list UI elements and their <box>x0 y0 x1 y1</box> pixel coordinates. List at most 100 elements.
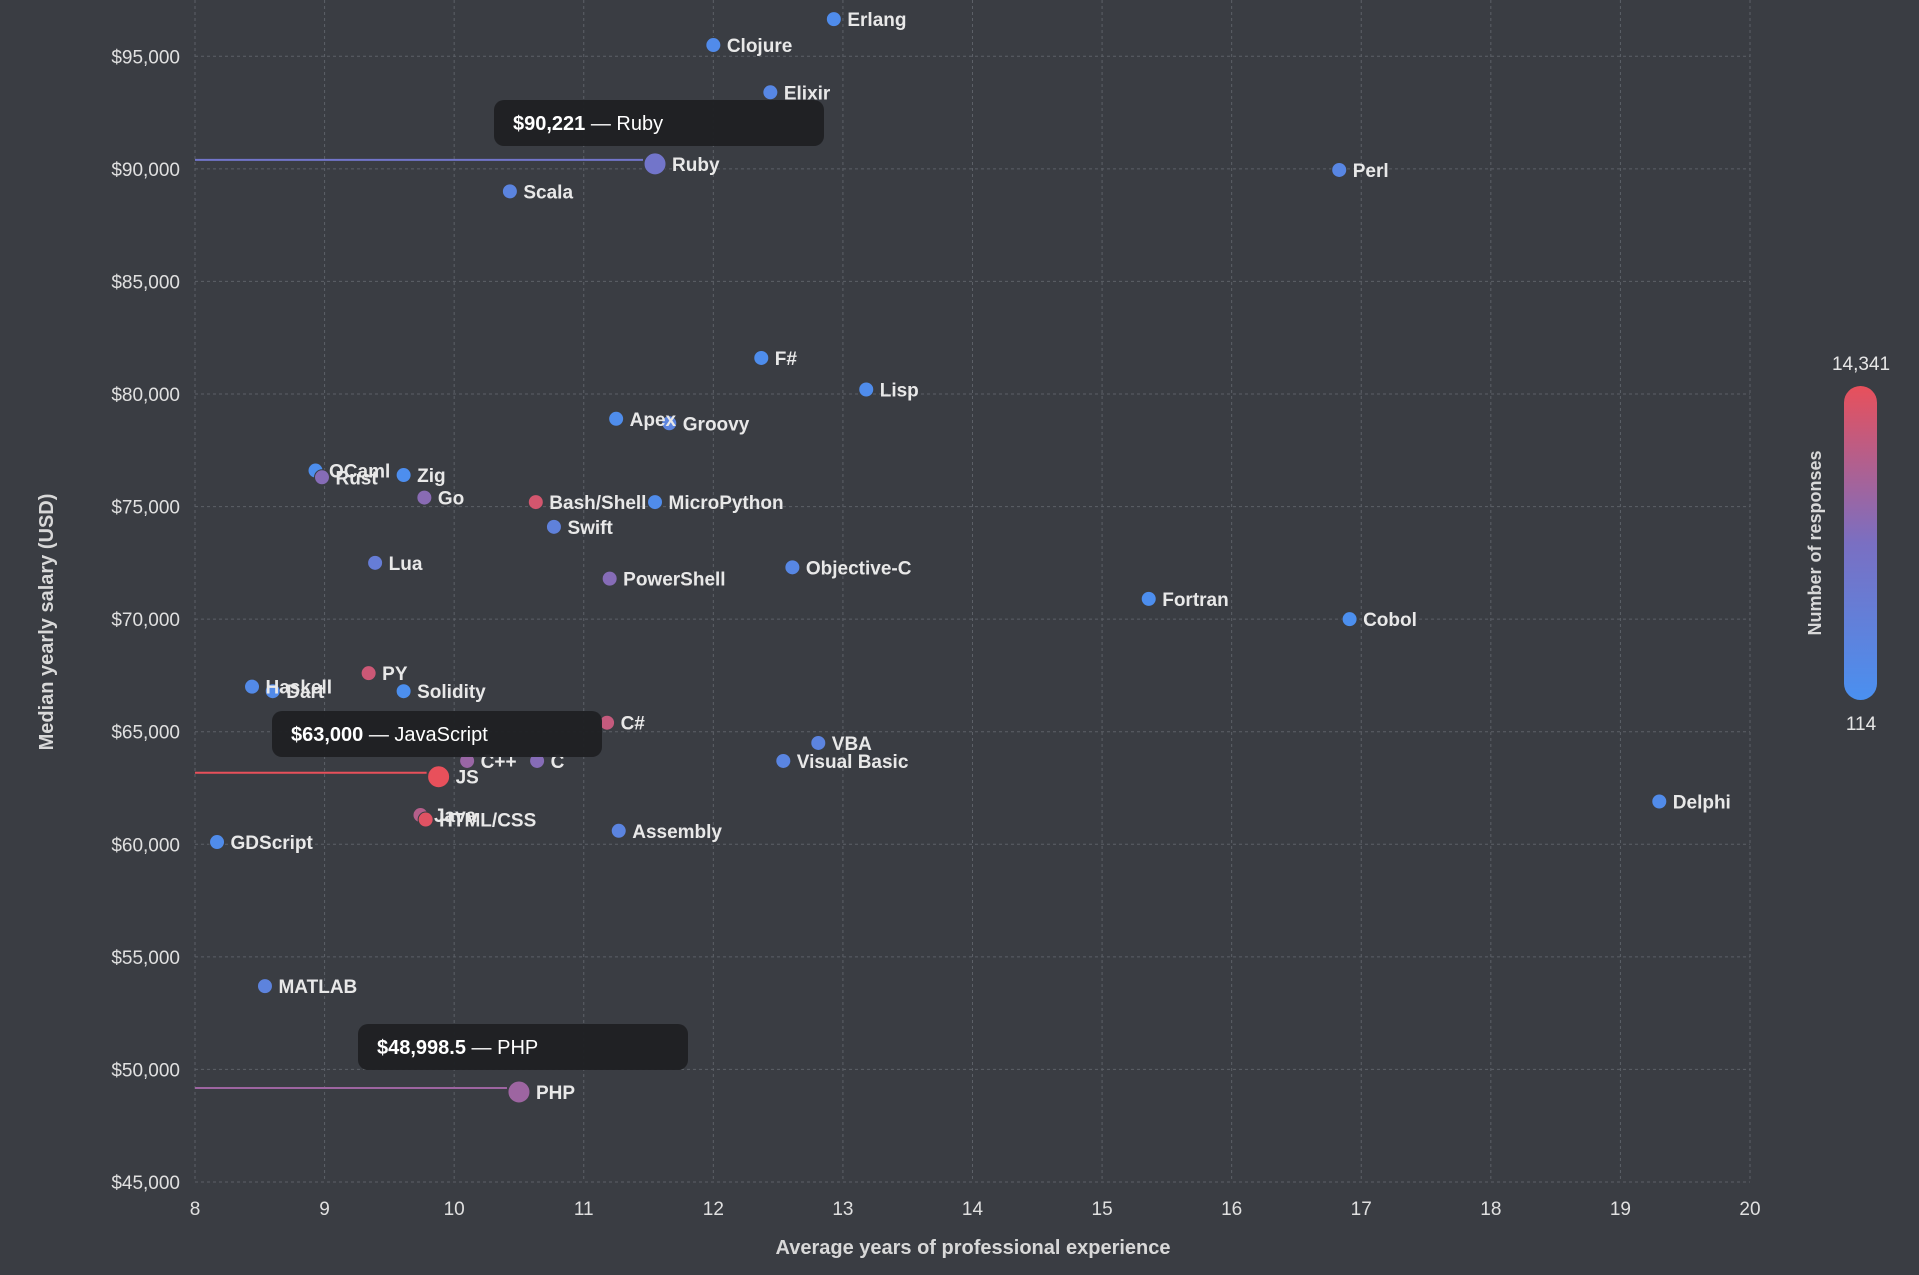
tooltips: $90,221 — Ruby $63,000 — JavaScript $48,99… <box>272 100 824 1070</box>
point-html-css[interactable] <box>417 811 434 828</box>
point-powershell[interactable] <box>601 570 618 587</box>
point-label-cobol: Cobol <box>1363 610 1417 631</box>
y-tick-label: $95,000 <box>111 47 180 68</box>
point-label-rust: Rust <box>335 468 378 489</box>
y-tick-label: $50,000 <box>111 1060 180 1081</box>
tooltip-box <box>358 1024 688 1070</box>
point-label-dart: Dart <box>286 682 325 703</box>
tooltip-value: $63,000 <box>291 724 363 746</box>
point-label-perl: Perl <box>1353 161 1389 182</box>
point-dart[interactable] <box>264 683 281 700</box>
point-label-groovy: Groovy <box>683 414 750 435</box>
point-label-java: Java <box>434 806 477 827</box>
point-label-lisp: Lisp <box>880 380 919 401</box>
point-label-scala: Scala <box>523 182 573 203</box>
point-scala[interactable] <box>501 183 518 200</box>
y-tick-label: $80,000 <box>111 385 180 406</box>
point-label-solidity: Solidity <box>417 682 486 703</box>
point-rust[interactable] <box>313 469 330 486</box>
point-label-delphi: Delphi <box>1673 793 1731 814</box>
x-tick-label: 19 <box>1610 1199 1631 1220</box>
tooltip-text: $48,998.5 — PHP <box>377 1037 538 1059</box>
point-ruby[interactable] <box>643 152 667 176</box>
grid <box>194 0 1751 1183</box>
tooltip-javascript: $63,000 — JavaScript <box>272 711 602 757</box>
tooltip-text: $63,000 — JavaScript <box>291 724 488 746</box>
point-go[interactable] <box>416 489 433 506</box>
tooltip-box <box>494 100 824 146</box>
x-tick-label: 12 <box>703 1199 724 1220</box>
point-label-fortran: Fortran <box>1162 590 1229 611</box>
tooltip-text: $90,221 — Ruby <box>513 113 663 135</box>
point-vba[interactable] <box>810 734 827 751</box>
point-cobol[interactable] <box>1341 611 1358 628</box>
color-scale-title: Number of responses <box>1805 450 1825 635</box>
point-lua[interactable] <box>367 554 384 571</box>
point-matlab[interactable] <box>256 978 273 995</box>
x-tick-label: 9 <box>319 1199 330 1220</box>
point-js[interactable] <box>427 765 451 789</box>
y-tick-label: $75,000 <box>111 498 180 519</box>
y-tick-label: $90,000 <box>111 160 180 181</box>
axes: 8 9 10 11 12 13 14 15 16 17 18 19 20 $45,000 $50,000 $5… <box>111 47 1760 1220</box>
point-erlang[interactable] <box>825 11 842 28</box>
point-solidity[interactable] <box>395 683 412 700</box>
y-tick-label: $45,000 <box>111 1173 180 1194</box>
point-groovy[interactable] <box>661 415 678 432</box>
point-delphi[interactable] <box>1651 793 1668 810</box>
x-tick-label: 14 <box>962 1199 984 1220</box>
point-visual-basic[interactable] <box>775 752 792 769</box>
point-elixir[interactable] <box>762 84 779 101</box>
point-py[interactable] <box>360 665 377 682</box>
x-tick-label: 11 <box>574 1199 594 1220</box>
point-swift[interactable] <box>545 518 562 535</box>
point-lisp[interactable] <box>858 381 875 398</box>
point-label-assembly: Assembly <box>632 822 722 843</box>
data-points[interactable] <box>209 11 1668 1104</box>
point-label-ocaml: OCaml <box>329 462 390 483</box>
point-label-haskell: Haskell <box>266 678 333 699</box>
point-perl[interactable] <box>1331 161 1348 178</box>
color-scale-min: 114 <box>1846 714 1877 735</box>
point-bash-shell[interactable] <box>527 494 544 511</box>
point-label-matlab: MATLAB <box>278 977 357 998</box>
x-tick-label: 17 <box>1351 1199 1372 1220</box>
tooltip-series: — Ruby <box>585 113 663 135</box>
point-label-visual-basic: Visual Basic <box>797 752 909 773</box>
point-haskell[interactable] <box>244 678 261 695</box>
point-label-gdscript: GDScript <box>231 833 314 854</box>
point-label-zig: Zig <box>417 466 446 487</box>
tooltip-value: $48,998.5 <box>377 1037 466 1059</box>
color-scale-bar <box>1844 386 1877 700</box>
point-objective-c[interactable] <box>784 559 801 576</box>
point-label-clojure: Clojure <box>727 36 792 57</box>
point-label-html-css: HTML/CSS <box>439 811 536 832</box>
y-tick-label: $65,000 <box>111 723 180 744</box>
point-assembly[interactable] <box>610 822 627 839</box>
point-micropython[interactable] <box>647 494 664 511</box>
point-zig[interactable] <box>395 467 412 484</box>
point-label-py: PY <box>382 664 408 685</box>
point-fortran[interactable] <box>1140 590 1157 607</box>
point-label-c: C++ <box>481 752 517 773</box>
x-tick-label: 10 <box>444 1199 465 1220</box>
point-label-powershell: PowerShell <box>623 570 725 591</box>
point-apex[interactable] <box>608 410 625 427</box>
point-label-apex: Apex <box>630 410 677 431</box>
point-clojure[interactable] <box>705 37 722 54</box>
point-gdscript[interactable] <box>209 834 226 851</box>
x-tick-label: 8 <box>190 1199 201 1220</box>
y-tick-label: $70,000 <box>111 610 180 631</box>
color-scale-max: 14,341 <box>1832 354 1890 375</box>
point-labels: Erlang Clojure Elixir Ruby Perl Scala F# Lisp Ap… <box>231 10 1731 1104</box>
point-label-c: C# <box>621 714 646 735</box>
y-axis-title: Median yearly salary (USD) <box>36 494 58 751</box>
point-f[interactable] <box>753 349 770 366</box>
point-php[interactable] <box>507 1080 531 1104</box>
point-label-elixir: Elixir <box>784 83 831 104</box>
point-label-js: JS <box>456 768 479 789</box>
point-label-c: C <box>551 752 565 773</box>
point-label-go: Go <box>438 489 464 510</box>
x-axis-title: Average years of professional experience <box>776 1237 1171 1259</box>
